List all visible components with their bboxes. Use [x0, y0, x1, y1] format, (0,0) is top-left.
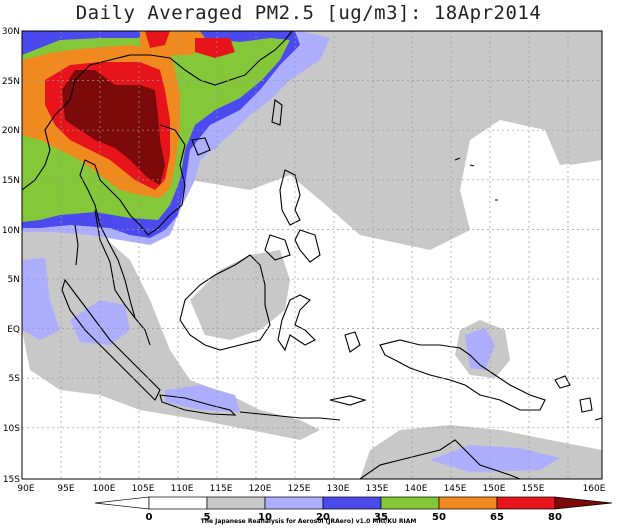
- coast-islands-east: [554, 375, 602, 421]
- lon-label: 120E: [249, 484, 272, 494]
- coast-maluku: [344, 331, 361, 353]
- credit-line: The Japanese Reanalysis for Aerosol (JRA…: [200, 518, 417, 525]
- coast-andaman: [74, 224, 79, 266]
- lightblue-field-south: [430, 445, 560, 472]
- coast-australia: [359, 439, 521, 479]
- lon-label: 135E: [366, 484, 389, 494]
- lon-label: 160E: [583, 484, 606, 494]
- lon-axis: 90E 95E 100E 105E 110E 115E 120E 125E 13…: [17, 484, 605, 494]
- lat-label: 15S: [3, 475, 20, 485]
- colorbar-segment-6: [438, 496, 498, 510]
- gray-field-west: [22, 225, 320, 440]
- coast-philippines-mid: [264, 234, 291, 261]
- lat-label: 30N: [2, 27, 20, 37]
- lat-label: 20N: [2, 126, 20, 136]
- colorbar-segment-4: [322, 496, 382, 510]
- coast-philippines-south: [294, 229, 321, 263]
- lightblue-field-java: [165, 385, 240, 412]
- colorbar-label: 35: [374, 512, 388, 523]
- lat-axis: 30N 25N 20N 15N 10N 5N EQ 5S 10S 15S: [2, 27, 20, 485]
- colorbar-segment-3: [264, 496, 324, 510]
- lon-label: 150E: [483, 484, 506, 494]
- gray-field-ocean-north: [180, 31, 602, 250]
- coast-taiwan: [271, 99, 283, 126]
- lightblue-field-sea: [22, 258, 60, 340]
- map-title: Daily Averaged PM2.5 [ug/m3]: 18Apr2014: [75, 2, 542, 24]
- coast-newguinea: [379, 339, 546, 411]
- colorbar-segment-7: [496, 496, 556, 510]
- lon-label: 100E: [93, 484, 116, 494]
- graticule: [22, 31, 602, 479]
- lat-label: 15N: [2, 176, 20, 186]
- map-frame: [21, 30, 603, 480]
- lat-label: 5N: [8, 275, 20, 285]
- colorbar-segment-5: [380, 496, 440, 510]
- lat-label: 10S: [3, 424, 20, 434]
- coast-hainan: [191, 137, 211, 156]
- colorbar-label: 80: [548, 512, 562, 523]
- lat-label: EQ: [7, 325, 20, 335]
- coast-asia-mainland: [22, 31, 293, 191]
- red-field-north: [195, 38, 235, 58]
- lon-label: 130E: [327, 484, 350, 494]
- lon-label: 105E: [132, 484, 155, 494]
- coast-sulawesi: [277, 294, 316, 352]
- coast-java: [159, 394, 237, 416]
- lat-label: 25N: [2, 77, 20, 87]
- coast-malay: [94, 209, 151, 346]
- colorbar-segment-8: [554, 496, 613, 510]
- lon-label: 140E: [405, 484, 428, 494]
- lon-label: 95E: [57, 484, 74, 494]
- colorbar-label: 20: [316, 512, 330, 523]
- colorbar-segment-2: [206, 496, 266, 510]
- lat-label: 5S: [9, 374, 21, 384]
- lon-label: 125E: [288, 484, 311, 494]
- coast-borneo: [179, 254, 271, 351]
- colorbar-label: 65: [490, 512, 504, 523]
- colorbar-segment-1: [148, 496, 208, 510]
- lat-label: 10N: [2, 226, 20, 236]
- colorbar-label: 5: [204, 512, 211, 523]
- lon-label: 115E: [210, 484, 233, 494]
- colorbar: 0 5 10 20 35 50 65 80: [94, 496, 613, 523]
- lon-label: 90E: [17, 484, 34, 494]
- colorbar-label: 50: [432, 512, 446, 523]
- red-field-spot: [145, 31, 170, 48]
- coast-timor: [329, 395, 367, 406]
- lon-label: 155E: [522, 484, 545, 494]
- colorbar-label: 0: [146, 512, 153, 523]
- coastlines: [22, 31, 602, 479]
- coast-philippines-luzon: [279, 169, 301, 226]
- colorbar-segment-0: [94, 496, 150, 510]
- colorbar-label: 10: [258, 512, 272, 523]
- lon-label: 110E: [171, 484, 194, 494]
- concentration-fields: [22, 31, 602, 479]
- lon-label: 145E: [444, 484, 467, 494]
- gray-field-borneo: [190, 250, 290, 340]
- coast-micronesia: [454, 157, 498, 201]
- coast-lesser-sunda: [239, 411, 341, 421]
- lightblue-field-newguinea: [465, 328, 495, 370]
- coast-indochina: [79, 124, 186, 319]
